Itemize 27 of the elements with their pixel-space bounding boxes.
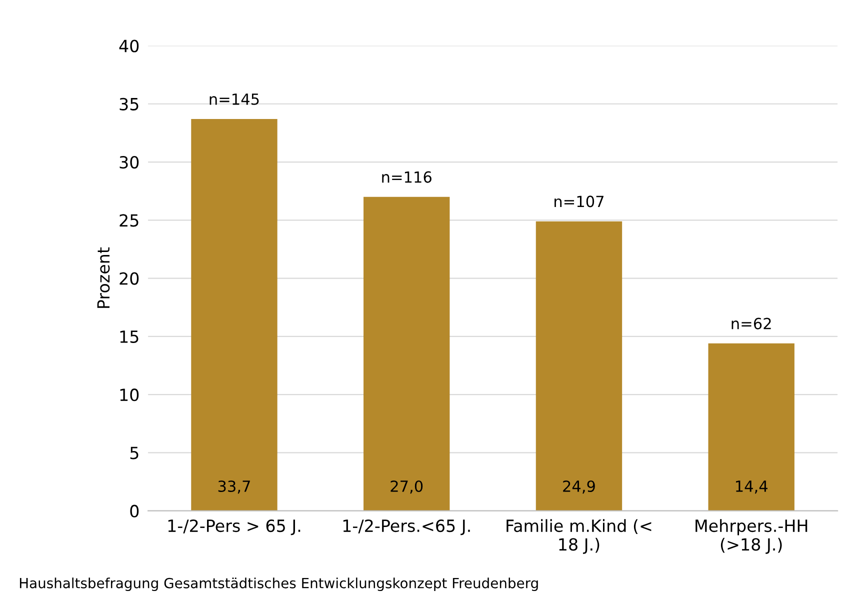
data-label: 27,0 <box>390 480 423 494</box>
annotation: n=145 <box>210 94 259 105</box>
y-tick-label: 10 <box>120 388 139 402</box>
x-tick-label: 1-/2-Pers > 65 J. <box>168 519 300 536</box>
bar <box>364 196 450 511</box>
bar <box>708 343 794 511</box>
y-tick-label: 35 <box>120 98 138 110</box>
y-tick-label: 15 <box>120 330 138 343</box>
y-tick-label: 25 <box>120 214 138 227</box>
y-axis-title: Prozent <box>97 247 110 308</box>
data-label: 24,9 <box>563 480 595 494</box>
y-tick-label: 30 <box>120 156 139 169</box>
x-tick-label: 1-/2-Pers.<65 J. <box>343 519 470 536</box>
y-tick-label: 5 <box>130 446 138 460</box>
annotation: n=62 <box>732 318 771 330</box>
text: Haushaltsbefragung Gesamtstädtisches Entwicklungskonzept Freudenberg <box>20 578 538 592</box>
bar <box>191 118 278 511</box>
data-label: 14,4 <box>736 480 768 494</box>
bar <box>536 221 622 511</box>
annotation: n=116 <box>382 171 432 183</box>
y-tick-label: 0 <box>130 504 139 518</box>
x-tick-label: Mehrpers.-HH (>18 J.) <box>696 519 808 554</box>
x-tick-label: Familie m.Kind (< 18 J.) <box>506 519 652 554</box>
y-tick-label: 40 <box>119 40 139 52</box>
y-tick-label: 20 <box>120 272 139 285</box>
data-label: 33,7 <box>218 480 250 494</box>
annotation: n=107 <box>554 196 604 208</box>
